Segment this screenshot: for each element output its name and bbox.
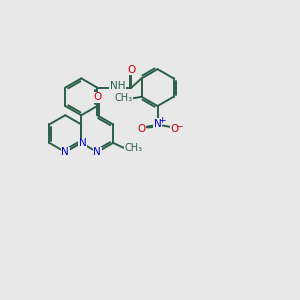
Text: N: N <box>61 147 69 157</box>
Text: N: N <box>154 119 161 129</box>
Text: CH₃: CH₃ <box>114 93 132 103</box>
Text: +: + <box>158 116 165 125</box>
Text: O: O <box>138 124 146 134</box>
Text: −: − <box>175 121 182 130</box>
Text: NH: NH <box>110 81 125 92</box>
Text: N: N <box>79 139 86 148</box>
Text: N: N <box>93 147 101 157</box>
Text: O: O <box>93 92 101 102</box>
Text: O: O <box>170 124 178 134</box>
Text: O: O <box>127 65 136 75</box>
Text: CH₃: CH₃ <box>124 143 142 153</box>
